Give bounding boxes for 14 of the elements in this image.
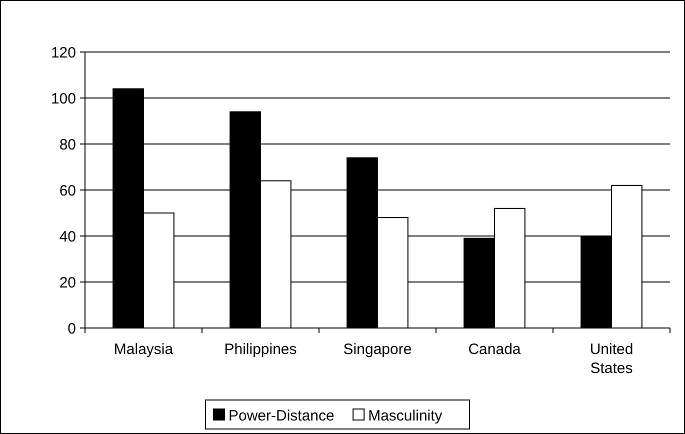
x-tick-label: Singapore (343, 341, 412, 358)
y-tick-label: 80 (59, 136, 76, 154)
legend-label: Masculinity (368, 407, 443, 424)
y-tick-label: 120 (50, 44, 76, 62)
y-tick-label: 40 (59, 228, 76, 246)
legend-label: Power-Distance (228, 407, 334, 424)
x-tick-label: Canada (468, 341, 522, 358)
y-tick-label: 100 (50, 90, 76, 108)
y-tick-label: 20 (59, 274, 76, 292)
y-tick-label: 0 (68, 320, 76, 338)
x-tick-label: Malaysia (114, 341, 174, 358)
x-tick-label: United States (590, 341, 634, 377)
y-tick-label: 60 (59, 182, 76, 200)
x-tick-label: Philippines (224, 341, 297, 358)
